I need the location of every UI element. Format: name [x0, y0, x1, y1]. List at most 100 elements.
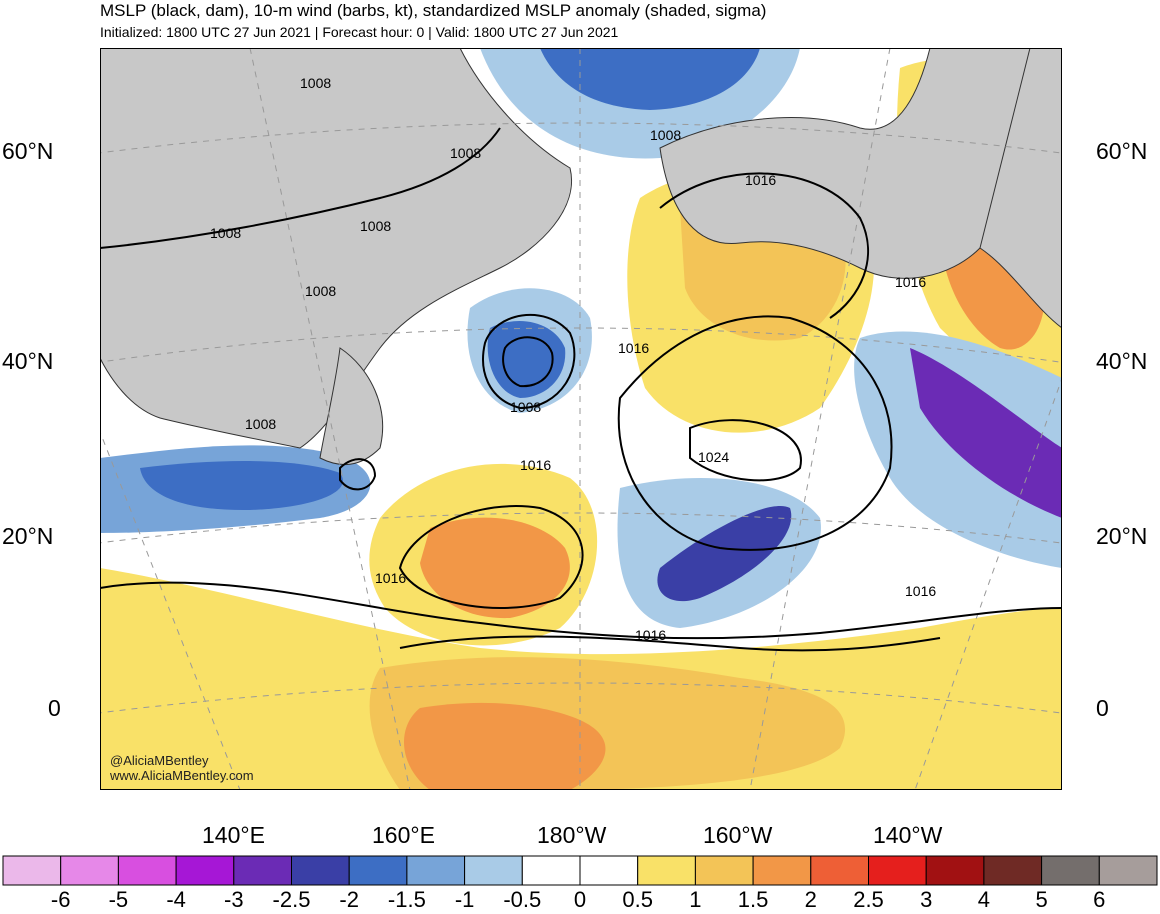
- isobar-label: 1016: [375, 570, 406, 586]
- colorbar-tick-label: -1.5: [387, 887, 426, 912]
- colorbar-segment: [810, 855, 869, 886]
- isobar-label: 1016: [635, 627, 666, 643]
- anomaly-negative-aleutian-core: [540, 48, 760, 110]
- isobar-1008-low-center: [482, 313, 576, 410]
- lat-label-40n-right: 40°N: [1096, 348, 1148, 374]
- isobar-label: 1016: [895, 274, 926, 290]
- isobar-label: 1008: [360, 218, 391, 234]
- isobar-1016-north-pacific-high: [617, 315, 893, 551]
- colorbar-segment: [117, 855, 177, 886]
- colorbar-segment: [2, 855, 62, 886]
- isobar-label: 1016: [905, 583, 936, 599]
- isobar-label: 1024: [698, 449, 729, 465]
- colorbar-tick-label: 5: [1035, 887, 1048, 912]
- land-asia: [100, 48, 572, 449]
- graticule: [100, 48, 1062, 790]
- anomaly-negative-north-pacific-low-core: [487, 320, 566, 398]
- colorbar-tick-label: 6: [1093, 887, 1106, 912]
- graticule-lon-140e: [100, 430, 241, 790]
- lon-label-180w: 180°W: [537, 822, 607, 848]
- lon-label-140e: 140°E: [202, 822, 265, 848]
- colorbar-segment: [1041, 855, 1100, 886]
- isobar-labels: 1008 1008 1008 1008 1008 1008 1008 1008 …: [210, 75, 936, 643]
- credit-website: www.AliciaMBentley.com: [110, 768, 254, 783]
- isobar-label: 1008: [510, 399, 541, 415]
- isobar-1016-lower: [399, 635, 941, 652]
- isobar-label: 1016: [520, 457, 551, 473]
- anomaly-positive-subtropical-core: [420, 517, 570, 619]
- isobar-1016-subtropical-high: [398, 505, 584, 609]
- colorbar-tick-label: 1: [689, 887, 702, 912]
- colorbar-segment: [752, 855, 812, 886]
- isobar-1008-asia: [100, 127, 501, 249]
- lat-label-20n-left: 20°N: [2, 523, 54, 549]
- colorbar-segment: [60, 855, 119, 886]
- isobar-1024-high: [689, 419, 802, 482]
- colorbar-segment: [868, 855, 927, 886]
- colorbar-tick-label: 1.5: [737, 887, 769, 912]
- graticule-lat-20: [100, 512, 1062, 544]
- isobar-label: 1008: [210, 225, 241, 241]
- isobar-label: 1016: [745, 172, 776, 188]
- colorbar-tick-label: 4: [977, 887, 991, 912]
- lat-label-60n-left: 60°N: [2, 138, 54, 164]
- graticule-lat-40: [100, 327, 1062, 363]
- lat-label-40n-left: 40°N: [2, 348, 54, 374]
- colorbar-tick-label: -3: [224, 887, 244, 912]
- graticule-lat-0: [100, 682, 1062, 714]
- colorbar-segment: [694, 855, 754, 886]
- credit-handle: @AliciaMBentley: [110, 753, 209, 768]
- colorbar-segment: [233, 855, 293, 886]
- isobar-label: 1016: [618, 340, 649, 356]
- lon-label-140w: 140°W: [873, 822, 943, 848]
- colorbar: [2, 855, 1158, 886]
- isobar-1016-japan-low: [339, 458, 377, 491]
- anomaly-negative-west-coast-core: [910, 348, 1062, 518]
- isobars: [100, 127, 1062, 652]
- colorbar-tick-label: -1: [454, 887, 475, 912]
- colorbar-segment: [925, 855, 985, 886]
- isobar-1016-alaska: [659, 172, 869, 319]
- colorbar-segment: [464, 855, 523, 886]
- lat-label-20n-right: 20°N: [1096, 523, 1148, 549]
- colorbar-tick-label: 0: [573, 887, 587, 912]
- map-frame: [100, 48, 1062, 790]
- isobar-label: 1008: [305, 283, 336, 299]
- colorbar-segment: [175, 855, 235, 886]
- colorbar-tick-label: -6: [50, 887, 71, 912]
- colorbar-tick-label: 2.5: [853, 887, 884, 912]
- isobar-label: 1008: [300, 75, 331, 91]
- land-japan: [319, 347, 384, 466]
- anomaly-positive-tropics-strong: [403, 702, 606, 790]
- colorbar-segment: [521, 855, 581, 886]
- isobar-1008-low-inner: [502, 336, 554, 388]
- anomaly-negative-japan-core: [140, 461, 343, 511]
- colorbar-segment: [637, 855, 696, 886]
- lon-label-160e: 160°E: [372, 822, 435, 848]
- isobar-label: 1008: [245, 416, 276, 432]
- colorbar-segment: [291, 855, 350, 886]
- colorbar-tick-label: -5: [108, 887, 129, 912]
- isobar-label: 1008: [450, 145, 481, 161]
- colorbar-tick-label: -0.5: [503, 887, 542, 912]
- map-subtitle: Initialized: 1800 UTC 27 Jun 2021 | Fore…: [100, 24, 619, 40]
- isobar-label: 1008: [650, 127, 681, 143]
- colorbar-tick-label: -2.5: [272, 887, 311, 912]
- colorbar-tick-label: -4: [166, 887, 186, 912]
- colorbar-tick-label: 0.5: [622, 887, 653, 912]
- map-panel: 1008 1008 1008 1008 1008 1008 1008 1008 …: [100, 48, 1062, 790]
- colorbar-segment: [1098, 855, 1158, 886]
- lon-label-160w: 160°W: [703, 822, 773, 848]
- isobar-1016-tropics: [100, 581, 1062, 640]
- colorbar-segment: [406, 855, 466, 886]
- lat-label-0-right: 0: [1096, 695, 1109, 721]
- colorbar-segment: [983, 855, 1043, 886]
- colorbar-segment: [579, 855, 639, 886]
- map-title: MSLP (black, dam), 10-m wind (barbs, kt)…: [100, 1, 767, 20]
- graticule-lon-160w: [749, 48, 891, 790]
- land-masses: [100, 48, 1062, 466]
- colorbar-tick-label: 3: [920, 887, 933, 912]
- colorbar-tick-label: 2: [804, 887, 817, 912]
- lat-label-0-left: 0: [48, 695, 61, 721]
- colorbar-segment: [348, 855, 408, 886]
